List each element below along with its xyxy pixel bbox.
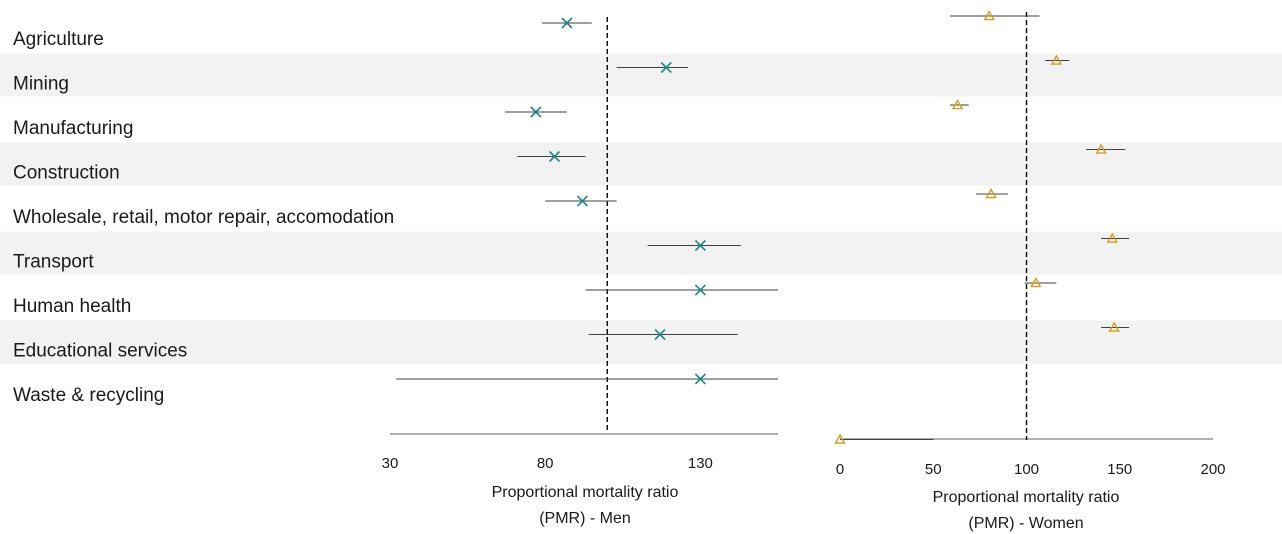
category-labels: Agriculture Mining Manufacturing Constructi…: [13, 29, 394, 406]
x-axis-title: (PMR) - Women: [968, 515, 1083, 532]
category-label: Construction: [13, 163, 120, 184]
marker-stroke: [694, 373, 706, 385]
estimate-marker: [576, 195, 589, 207]
x-axis-title: Proportional mortality ratio: [933, 489, 1120, 506]
x-tick-label: 0: [836, 461, 844, 478]
row-band: [0, 142, 1282, 186]
x-tick-label: 100: [1014, 461, 1039, 478]
category-label: Waste & recycling: [13, 385, 164, 406]
men-panel: 30 80 130 Proportional mortality ratio (PMR)…: [382, 17, 778, 527]
marker-stroke: [576, 195, 589, 207]
marker-stroke: [530, 106, 542, 118]
category-label: Manufacturing: [13, 118, 133, 139]
estimate-marker: [1095, 143, 1107, 154]
row-band: [0, 231, 1282, 275]
estimate-marker: [1108, 321, 1120, 332]
row-band: [0, 320, 1282, 364]
row-band: [0, 53, 1282, 97]
category-label: Mining: [13, 74, 69, 95]
x-tick-label: 30: [382, 455, 399, 472]
x-tick-label: 50: [925, 461, 942, 478]
estimate-marker: [694, 284, 706, 296]
estimate-marker: [985, 188, 997, 199]
x-tick-label: 80: [537, 455, 554, 472]
estimate-marker: [660, 61, 672, 74]
marker-stroke: [548, 150, 561, 163]
marker-stroke: [694, 284, 706, 296]
marker-stroke: [561, 17, 573, 29]
category-label: Agriculture: [13, 29, 104, 50]
marker-stroke: [654, 328, 666, 341]
x-axis-title: (PMR) - Men: [539, 510, 631, 527]
estimate-marker: [1106, 232, 1118, 243]
estimate-marker: [1030, 277, 1042, 288]
marker-stroke: [694, 239, 706, 252]
estimate-marker: [561, 17, 573, 29]
category-label: Transport: [13, 252, 94, 273]
estimate-marker: [654, 328, 666, 341]
estimate-marker: [530, 106, 542, 118]
x-axis-title: Proportional mortality ratio: [492, 484, 679, 501]
estimate-marker: [951, 99, 964, 110]
category-label: Educational services: [13, 341, 187, 362]
x-tick-label: 130: [688, 455, 713, 472]
estimate-marker: [1050, 54, 1063, 65]
estimate-marker: [834, 433, 846, 444]
estimate-marker: [983, 10, 995, 21]
estimate-marker: [694, 239, 706, 252]
x-tick-label: 150: [1107, 461, 1132, 478]
category-label: Human health: [13, 296, 131, 317]
women-panel: 0 50 100 150 200 Proportional mortality ratio…: [834, 10, 1226, 532]
estimate-marker: [548, 150, 561, 163]
x-tick-label: 200: [1200, 461, 1225, 478]
category-label: Wholesale, retail, motor repair, accomod…: [13, 207, 394, 228]
estimate-marker: [694, 373, 706, 385]
marker-stroke: [660, 61, 672, 74]
